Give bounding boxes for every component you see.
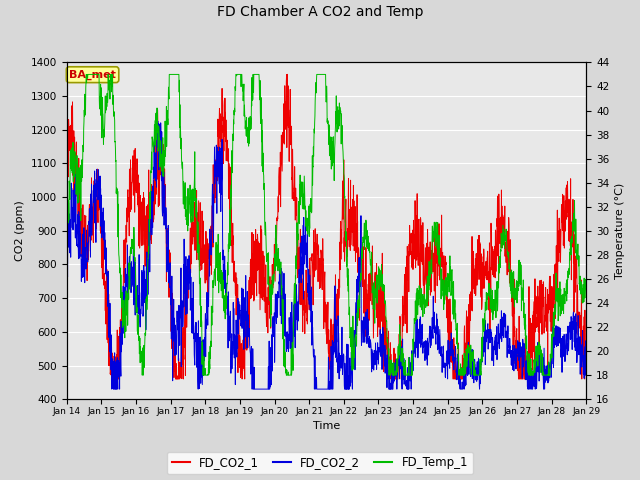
Y-axis label: CO2 (ppm): CO2 (ppm) — [15, 201, 25, 261]
Text: BA_met: BA_met — [69, 70, 116, 80]
Text: FD Chamber A CO2 and Temp: FD Chamber A CO2 and Temp — [217, 5, 423, 19]
Y-axis label: Temperature (°C): Temperature (°C) — [615, 183, 625, 279]
Legend: FD_CO2_1, FD_CO2_2, FD_Temp_1: FD_CO2_1, FD_CO2_2, FD_Temp_1 — [167, 452, 473, 474]
X-axis label: Time: Time — [313, 421, 340, 432]
